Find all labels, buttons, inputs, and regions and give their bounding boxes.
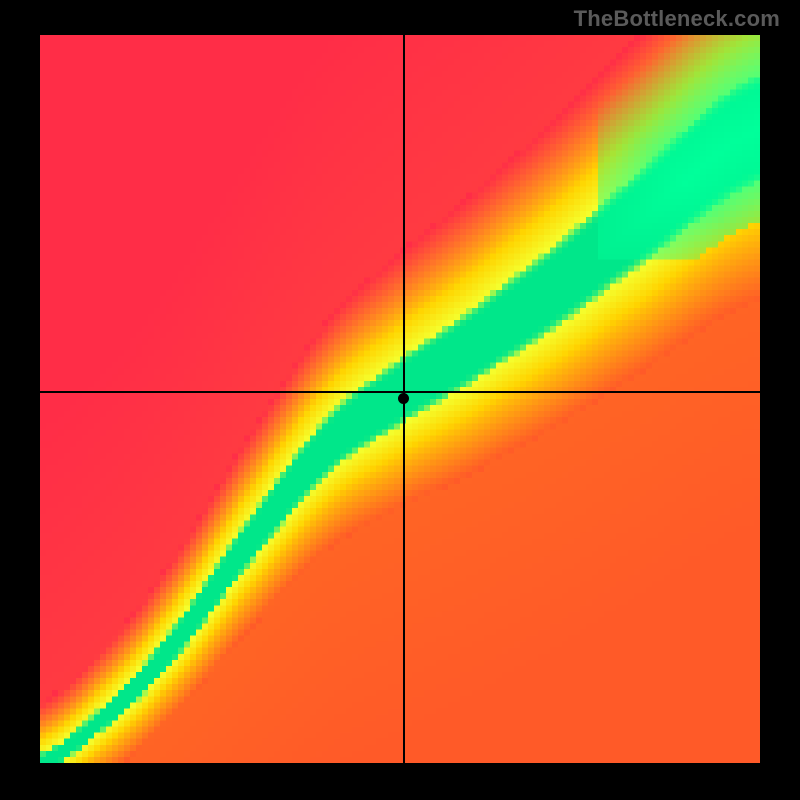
crosshair-horizontal [40,391,760,393]
crosshair-marker-dot [398,393,409,404]
watermark-text: TheBottleneck.com [574,6,780,32]
heatmap-plot [40,35,760,763]
